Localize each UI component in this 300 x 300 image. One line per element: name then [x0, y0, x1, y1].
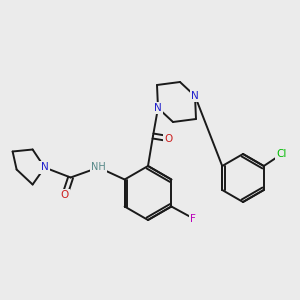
Text: NH: NH: [91, 163, 106, 172]
Text: O: O: [165, 134, 173, 144]
Text: N: N: [191, 91, 199, 101]
Text: Cl: Cl: [277, 149, 287, 159]
Text: O: O: [61, 190, 69, 200]
Text: F: F: [190, 214, 196, 224]
Text: N: N: [41, 163, 49, 172]
Text: N: N: [154, 103, 162, 113]
